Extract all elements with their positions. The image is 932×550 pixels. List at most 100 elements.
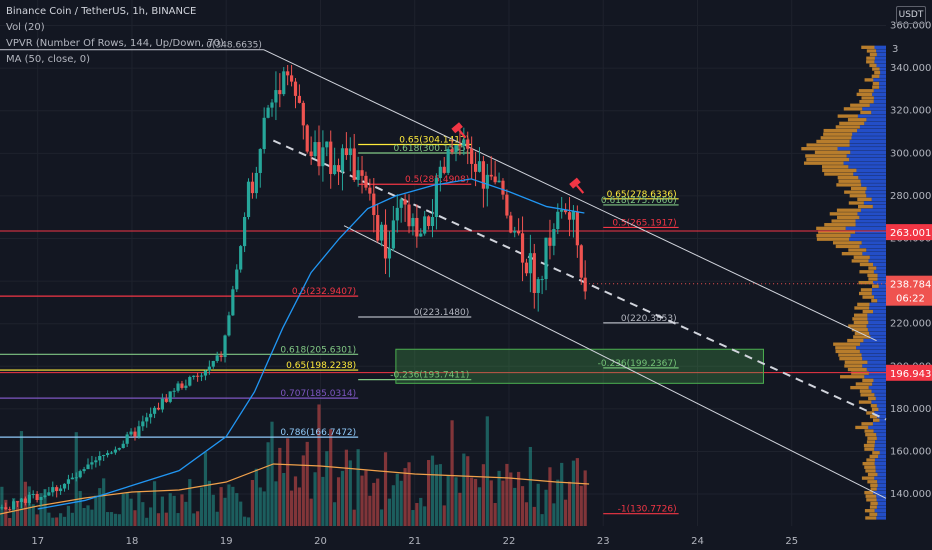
legend-ma[interactable]: MA (50, close, 0) [6,54,91,65]
price-channel[interactable] [263,49,887,499]
volume-profile-bar-up [857,212,886,216]
volume-profile-bar-up [876,505,886,509]
candle-body [387,248,392,259]
candle-body [356,170,360,180]
price-tick-label: 220.0000 [890,319,932,330]
volume-bar [78,491,82,526]
volume-profile-bar-up [869,103,886,107]
volume-profile-bar-up [873,490,886,495]
volume-profile-bar-up [868,385,886,390]
candle-body [325,141,329,148]
volume-profile-bar-up [876,404,886,408]
volume-profile-bar-up [867,313,886,317]
volume-profile-bar-up [860,208,886,212]
volume-bar [544,489,548,526]
volume-profile [801,45,886,520]
candle-body [348,148,352,156]
volume-bar [536,483,540,526]
volume-profile-bar-down [816,237,850,241]
target-zone-rect[interactable] [395,348,764,384]
volume-profile-bar-up [862,357,886,361]
volume-bar [196,511,200,526]
volume-profile-bar-up [861,353,886,357]
volume-profile-bar-down [840,375,865,379]
fib-level-label: 0.65(198.2238) [286,361,356,371]
candle-body [473,163,478,172]
volume-profile-bar-up [837,147,886,151]
volume-bar [344,449,348,526]
volume-profile-bar-up [869,331,886,335]
candle-body [583,277,587,292]
volume-bar [391,485,395,526]
candle-body [105,453,110,456]
candle-body [395,207,399,221]
fib-level-label: 0.618(275.7660) [601,196,677,206]
volume-profile-bar-down [857,302,870,307]
volume-profile-bar-up [863,338,886,343]
volume-profile-bar-down [859,389,872,393]
candle-body [121,443,125,449]
volume-profile-bar-down [866,60,875,64]
volume-bar [481,464,485,526]
candle-body [156,407,161,410]
legend-vol[interactable]: Vol (20) [6,22,45,33]
volume-bar [211,494,215,526]
volume-profile-bar-up [861,241,886,245]
volume-bar [579,485,583,526]
volume-profile-bar-down [851,328,868,332]
candle-body [524,262,529,274]
volume-bar [270,421,274,526]
volume-bar [164,512,168,526]
candle-body [540,279,544,281]
candle-body [250,181,255,194]
volume-profile-bar-down [844,360,868,364]
volume-bar [258,487,262,526]
channel-lower-line[interactable] [343,225,887,499]
volume-bar [215,511,219,526]
channel-upper-line[interactable] [263,49,877,342]
volume-profile-bar-up [874,60,886,64]
volume-bar [129,498,133,526]
volume-profile-bar-up [878,407,886,412]
volume-profile-bar-down [844,364,863,368]
candle-body [47,492,51,496]
volume-profile-bar-down [866,49,877,53]
volume-bar [188,479,192,526]
volume-bar [462,453,466,526]
volume-profile-bar-down [861,96,874,100]
volume-profile-bar-up [866,194,886,198]
candle-body [43,495,47,497]
volume-bar [207,480,211,526]
legend-vpvr[interactable]: VPVR (Number Of Rows, 144, Up/Down, 70) [6,38,224,49]
volume-profile-bar-down [838,353,862,357]
target-zone[interactable] [395,348,764,384]
fibonacci-levels: 0(348.6635) 0.5(232.9407) 0.618(205.6301) 0… [0,41,886,515]
volume-bar [149,507,153,526]
volume-profile-bar-down [835,346,857,350]
volume-bar [59,513,63,526]
volume-bar [297,487,302,526]
countdown-label: 06:22 [896,294,925,305]
volume-profile-bar-up [876,487,886,491]
marker-icons [451,122,585,194]
volume-profile-bar-up [873,378,886,383]
volume-bar [168,493,172,526]
candle-body [368,187,372,194]
currency-unit-button[interactable]: USDT [896,6,926,24]
volume-profile-bar-up [871,389,886,393]
volume-profile-bar-up [877,273,886,278]
candle-body [94,460,98,463]
volume-profile-bar-down [870,483,878,488]
volume-profile-bar-down [806,143,850,147]
volume-profile-bar-up [866,186,886,191]
candle-body [317,142,321,167]
volume-profile-bar-up [877,299,886,303]
volume-profile-bar-up [879,451,886,455]
volume-profile-bar-down [867,436,877,440]
channel-mid-dashed-line[interactable] [272,139,887,421]
volume-bar [336,477,341,526]
volume-bar [380,509,384,526]
volume-profile-bar-up [877,483,886,488]
volume-profile-bar-down [820,136,852,140]
